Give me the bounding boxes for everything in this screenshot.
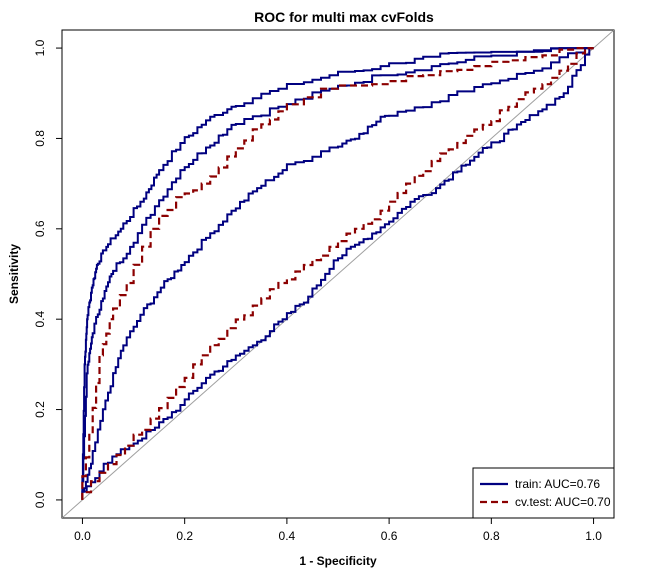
- roc-curve-cv-test-lower: [81, 47, 594, 500]
- x-axis-label: 1 - Specificity: [299, 554, 377, 568]
- x-tick-label: 0.6: [381, 529, 398, 543]
- y-tick-label: 0.0: [33, 491, 47, 508]
- y-tick-label: 0.2: [33, 401, 47, 418]
- chart-title: ROC for multi max cvFolds: [254, 9, 434, 25]
- x-tick-label: 1.0: [585, 529, 602, 543]
- legend-box: [472, 467, 615, 519]
- x-tick-label: 0.2: [176, 529, 193, 543]
- roc-curve-cv-test-upper: [81, 47, 594, 500]
- roc-curve-train-center: [81, 47, 594, 500]
- roc-curve-train-mid: [81, 47, 594, 500]
- series-cv-test: [81, 47, 594, 500]
- y-tick-label: 0.6: [33, 220, 47, 237]
- y-tick-label: 1.0: [33, 39, 47, 56]
- y-axis: 0.0 0.2 0.4 0.6 0.8 1.0: [33, 39, 63, 508]
- legend-label-cv-test: cv.test: AUC=0.70: [515, 495, 611, 509]
- y-tick-label: 0.8: [33, 130, 47, 147]
- roc-curve-train-lower: [81, 47, 594, 500]
- reference-diagonal: [62, 30, 614, 518]
- x-tick-label: 0.4: [279, 529, 296, 543]
- x-tick-label: 0.8: [483, 529, 500, 543]
- series-train: [81, 47, 594, 500]
- roc-curve-train-upper: [81, 47, 594, 500]
- plot-area: [62, 30, 614, 518]
- legend-label-train: train: AUC=0.76: [515, 477, 600, 491]
- y-tick-label: 0.4: [33, 311, 47, 328]
- y-axis-label: Sensitivity: [7, 244, 21, 304]
- legend: train: AUC=0.76 cv.test: AUC=0.70: [472, 467, 615, 519]
- x-tick-label: 0.0: [74, 529, 91, 543]
- x-axis: 0.0 0.2 0.4 0.6 0.8 1.0: [74, 517, 602, 543]
